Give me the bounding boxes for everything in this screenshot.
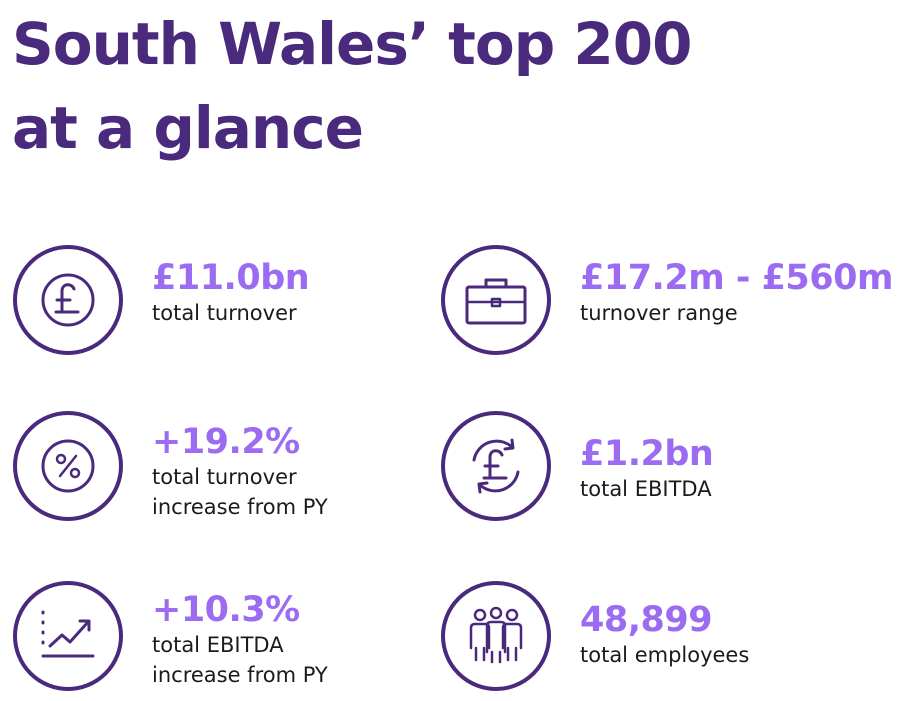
stat-total-turnover: £11.0bn total turnover (12, 244, 452, 356)
briefcase-icon (440, 244, 552, 356)
stat-label: total turnover (152, 301, 297, 325)
stat-turnover-increase: +19.2% total turnover increase from PY (12, 410, 452, 522)
stat-value: 48,899 (580, 600, 713, 640)
stat-label-line-1: total EBITDA (152, 633, 284, 657)
stat-label: turnover range (580, 301, 738, 325)
stat-label-line-1: total turnover (152, 465, 297, 489)
stat-value: £1.2bn (580, 434, 714, 474)
stat-ebitda-increase: +10.3% total EBITDA increase from PY (12, 580, 452, 692)
percent-icon (12, 410, 124, 522)
stat-label: total employees (580, 643, 750, 667)
stat-value: +19.2% (152, 422, 300, 462)
stat-total-employees: 48,899 total employees (440, 580, 880, 692)
stat-label: total EBITDA (580, 477, 712, 501)
stat-value: +10.3% (152, 590, 300, 630)
stat-turnover-range: £17.2m - £560m turnover range (440, 244, 893, 356)
page-title: South Wales’ top 200 at a glance (12, 2, 892, 170)
title-line-1: South Wales’ top 200 (12, 10, 692, 78)
stat-label-line-2: increase from PY (152, 495, 328, 519)
stat-label-line-2: increase from PY (152, 663, 328, 687)
people-icon (440, 580, 552, 692)
stat-total-ebitda: £1.2bn total EBITDA (440, 410, 880, 522)
growth-chart-icon (12, 580, 124, 692)
stat-value: £11.0bn (152, 258, 310, 298)
stat-value: £17.2m - £560m (580, 258, 893, 298)
title-line-2: at a glance (12, 94, 364, 162)
pound-cycle-icon (440, 410, 552, 522)
pound-icon (12, 244, 124, 356)
